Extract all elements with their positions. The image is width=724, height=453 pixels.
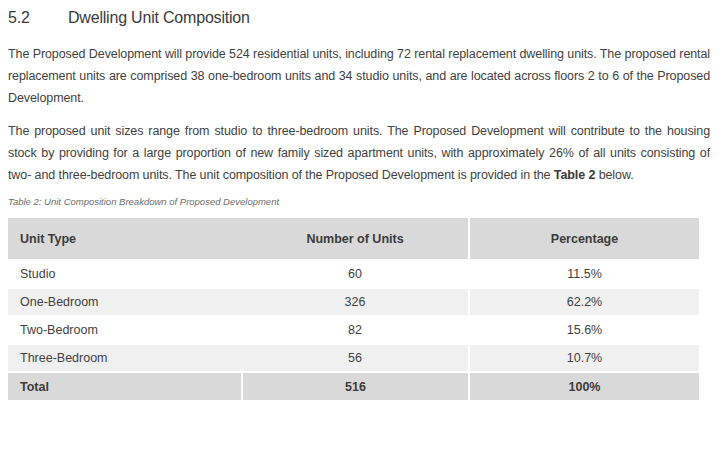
cell-unit-type: Studio [8,260,242,288]
document-page: 5.2 Dwelling Unit Composition The Propos… [0,0,724,453]
cell-percentage: 11.5% [469,260,699,288]
cell-number-of-units: 326 [242,288,469,316]
table-header-row: Unit Type Number of Units Percentage [8,218,699,260]
cell-total-percentage: 100% [469,372,699,400]
cell-percentage: 15.6% [469,316,699,344]
cell-unit-type: Two-Bedroom [8,316,242,344]
table-row-two-bedroom: Two-Bedroom 82 15.6% [8,316,699,344]
paragraph-1: The Proposed Development will provide 52… [8,43,710,109]
table-caption: Table 2: Unit Composition Breakdown of P… [8,196,710,207]
column-header-percentage: Percentage [469,218,699,260]
cell-unit-type: Three-Bedroom [8,344,242,372]
cell-number-of-units: 56 [242,344,469,372]
table-2-reference: Table 2 [554,168,595,182]
table-total-row: Total 516 100% [8,372,699,400]
unit-composition-table: Unit Type Number of Units Percentage Stu… [8,218,699,400]
cell-number-of-units: 60 [242,260,469,288]
cell-percentage: 10.7% [469,344,699,372]
table-row-one-bedroom: One-Bedroom 326 62.2% [8,288,699,316]
section-number: 5.2 [8,8,68,28]
section-heading: 5.2 Dwelling Unit Composition [8,8,710,28]
cell-percentage: 62.2% [469,288,699,316]
column-header-unit-type: Unit Type [8,218,242,260]
column-header-number-of-units: Number of Units [242,218,469,260]
table-row-three-bedroom: Three-Bedroom 56 10.7% [8,344,699,372]
table-row-studio: Studio 60 11.5% [8,260,699,288]
paragraph-2: The proposed unit sizes range from studi… [8,120,710,186]
cell-total-label: Total [8,372,242,400]
cell-total-number-of-units: 516 [242,372,469,400]
paragraph-2-text-after: below. [595,168,633,182]
cell-unit-type: One-Bedroom [8,288,242,316]
cell-number-of-units: 82 [242,316,469,344]
section-title: Dwelling Unit Composition [68,8,250,28]
